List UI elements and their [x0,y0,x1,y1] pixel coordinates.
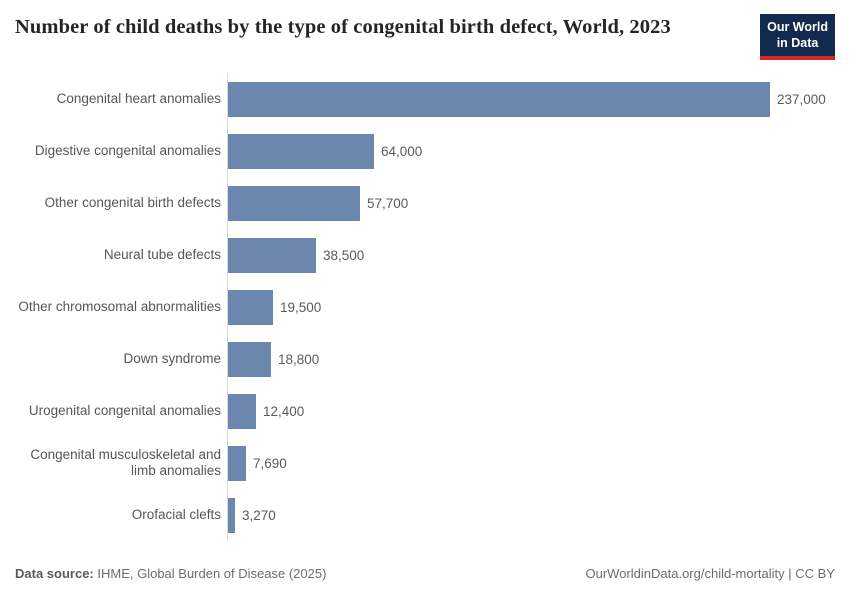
chart-row: Congenital musculoskeletal and limb anom… [15,437,835,490]
bar[interactable] [228,237,316,273]
chart-title: Number of child deaths by the type of co… [15,16,671,38]
category-label: Congenital heart anomalies [56,91,221,107]
owid-logo-line2: in Data [776,35,819,50]
value-label: 7,690 [253,455,287,471]
value-label: 57,700 [367,195,409,211]
value-label: 64,000 [381,143,423,159]
category-label: Down syndrome [123,351,221,367]
chart-row: Congenital heart anomalies 237,000 [15,73,835,126]
bar[interactable] [228,81,770,117]
value-label: 12,400 [263,403,305,419]
category-label: Urogenital congenital anomalies [28,403,221,419]
bar[interactable] [228,393,256,429]
category-label: Neural tube defects [103,247,221,263]
category-label: Orofacial clefts [131,507,221,523]
data-source-value: IHME, Global Burden of Disease (2025) [93,566,327,581]
category-label: Other congenital birth defects [44,195,221,211]
chart-row: Other chromosomal abnormalities 19,500 [15,281,835,334]
bar-track: 3,270 [227,489,835,542]
value-label: 3,270 [242,507,276,523]
bar-track: 19,500 [227,281,835,334]
chart-row: Down syndrome 18,800 [15,333,835,386]
category-label: Other chromosomal abnormalities [18,299,221,315]
bar-track: 18,800 [227,333,835,386]
attribution-link[interactable]: OurWorldinData.org/child-mortality | CC … [585,566,836,581]
value-label: 18,800 [278,351,320,367]
data-source-label: Data source: [15,566,94,581]
bar-track: 38,500 [227,229,835,282]
value-label: 38,500 [323,247,365,263]
chart-row: Other congenital birth defects 57,700 [15,177,835,230]
bar[interactable] [228,185,360,221]
bar-track: 57,700 [227,177,835,230]
chart-header: Number of child deaths by the type of co… [15,13,835,61]
chart-row: Digestive congenital anomalies 64,000 [15,125,835,178]
bar[interactable] [228,497,235,533]
owid-logo[interactable]: Our World in Data [760,14,835,61]
value-label: 19,500 [280,299,322,315]
bar[interactable] [228,133,374,169]
bar-track: 64,000 [227,125,835,178]
bar-track: 12,400 [227,385,835,438]
bar[interactable] [228,289,273,325]
bar-track: 237,000 [227,73,835,126]
category-label: Digestive congenital anomalies [34,143,221,159]
bar-track: 7,690 [227,437,835,490]
bar[interactable] [228,341,271,377]
chart-footer: Data source: IHME, Global Burden of Dise… [15,566,835,581]
chart-row: Orofacial clefts 3,270 [15,489,835,542]
owid-logo-line1: Our World [767,20,828,34]
chart-row: Urogenital congenital anomalies 12,400 [15,385,835,438]
category-label: Congenital musculoskeletal and limb anom… [30,447,221,479]
chart-row: Neural tube defects 38,500 [15,229,835,282]
value-label: 237,000 [777,91,826,107]
bar-chart: Congenital heart anomalies 237,000 Digesti… [15,73,835,542]
bar[interactable] [228,445,246,481]
data-source-note: Data source: IHME, Global Burden of Dise… [15,566,326,581]
